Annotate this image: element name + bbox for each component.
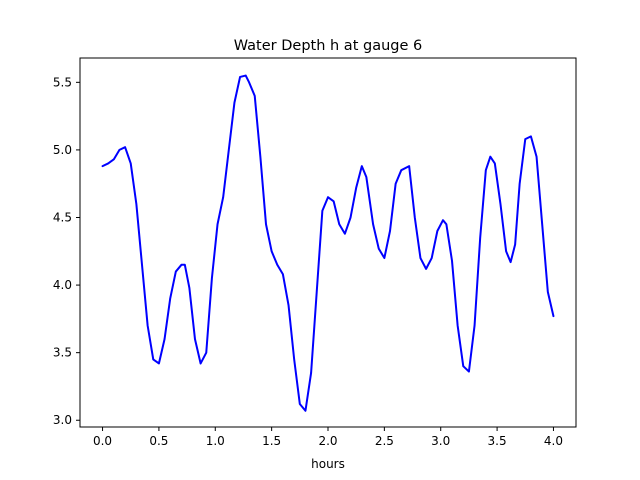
x-tick-label: 2.5 [375,434,394,448]
series-line-0 [101,74,555,412]
y-tick-label: 5.0 [53,143,72,157]
y-tick-label: 3.5 [53,346,72,360]
x-tick-label: 2.0 [318,434,337,448]
x-tick-label: 0.0 [93,434,112,448]
x-tick-label: 4.0 [544,434,563,448]
x-tick-label: 3.0 [431,434,450,448]
x-axis-label: hours [311,457,345,471]
x-tick-label: 3.5 [488,434,507,448]
x-tick-label: 0.5 [149,434,168,448]
x-tick-label: 1.0 [206,434,225,448]
y-axis: 3.0 3.5 4.0 4.5 5.0 5.5 [53,75,80,427]
y-tick-label: 4.0 [53,278,72,292]
y-tick-label: 5.5 [53,75,72,89]
y-tick-label: 3.0 [53,413,72,427]
x-tick-label: 1.5 [262,434,281,448]
x-axis: 0.0 0.5 1.0 1.5 2.0 2.5 3.0 3.5 4.0 [93,427,563,448]
chart-title: Water Depth h at gauge 6 [234,38,422,54]
y-tick-label: 4.5 [53,210,72,224]
